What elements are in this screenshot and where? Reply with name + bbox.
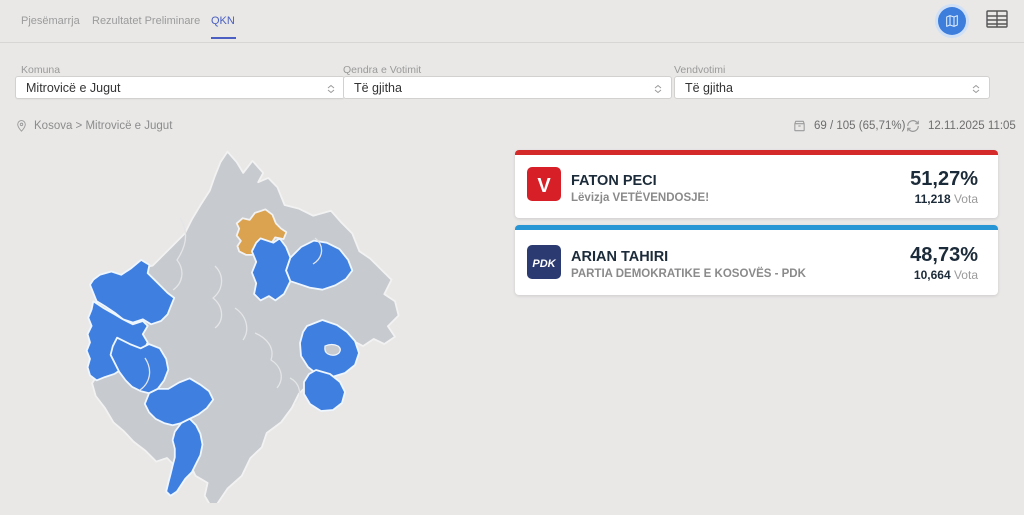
svg-text:V: V [537, 175, 551, 197]
svg-text:PDK: PDK [532, 258, 556, 270]
